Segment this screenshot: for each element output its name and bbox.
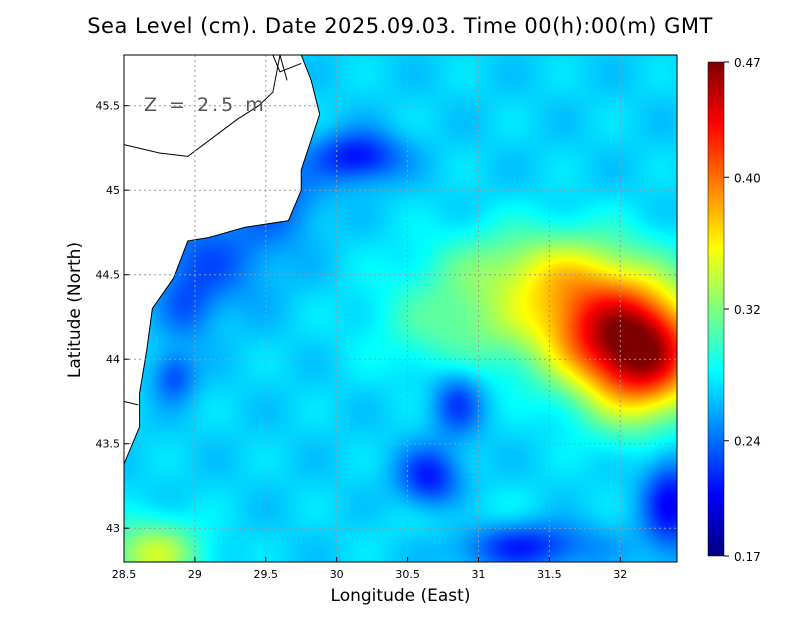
y-tick-label: 44.5	[96, 269, 121, 282]
x-tick-label: 28.5	[112, 568, 137, 581]
plot-frame	[123, 54, 678, 563]
x-axis-ticks: 28.5 29 29.5 30 30.5 31 31.5 32	[112, 557, 627, 581]
x-tick-label: 29	[188, 568, 202, 581]
y-tick-label: 45	[106, 184, 120, 197]
x-tick-label: 30.5	[395, 568, 420, 581]
y-axis-label: Latitude (North)	[65, 241, 85, 379]
x-tick-label: 30	[330, 568, 344, 581]
colorbar-tick-label: 0.32	[734, 303, 761, 317]
coastline	[124, 55, 321, 465]
colorbar	[707, 61, 725, 557]
y-tick-label: 43	[106, 522, 120, 535]
x-tick-label: 29.5	[254, 568, 279, 581]
colorbar-tick-label: 0.47	[734, 56, 761, 70]
colorbar-tick-label: 0.40	[734, 171, 761, 185]
land-layer	[124, 55, 321, 465]
x-tick-label: 32	[613, 568, 627, 581]
x-tick-label: 31.5	[537, 568, 562, 581]
land-border-3	[124, 400, 139, 406]
land-border-0	[124, 55, 281, 157]
colorbar-tick-label: 0.17	[734, 550, 761, 564]
y-tick-label: 44	[106, 353, 120, 366]
y-axis-ticks: 43 43.5 44 44.5 45 45.5	[96, 100, 129, 535]
grid-lines	[124, 55, 677, 562]
colorbar-tick-label: 0.24	[734, 435, 761, 449]
x-tick-label: 31	[471, 568, 485, 581]
y-tick-label: 43.5	[96, 438, 121, 451]
depth-label: Z = 2.5 m	[144, 94, 267, 116]
x-axis-label: Longitude (East)	[330, 586, 471, 606]
land-border-2	[279, 55, 288, 81]
colorbar-ticks: 0.17 0.24 0.32 0.40 0.47	[724, 56, 761, 564]
y-tick-label: 45.5	[96, 100, 121, 113]
map-title: Sea Level (cm). Date 2025.09.03. Time 00…	[87, 14, 713, 38]
land-area	[124, 55, 320, 464]
land-border-1	[272, 55, 302, 73]
